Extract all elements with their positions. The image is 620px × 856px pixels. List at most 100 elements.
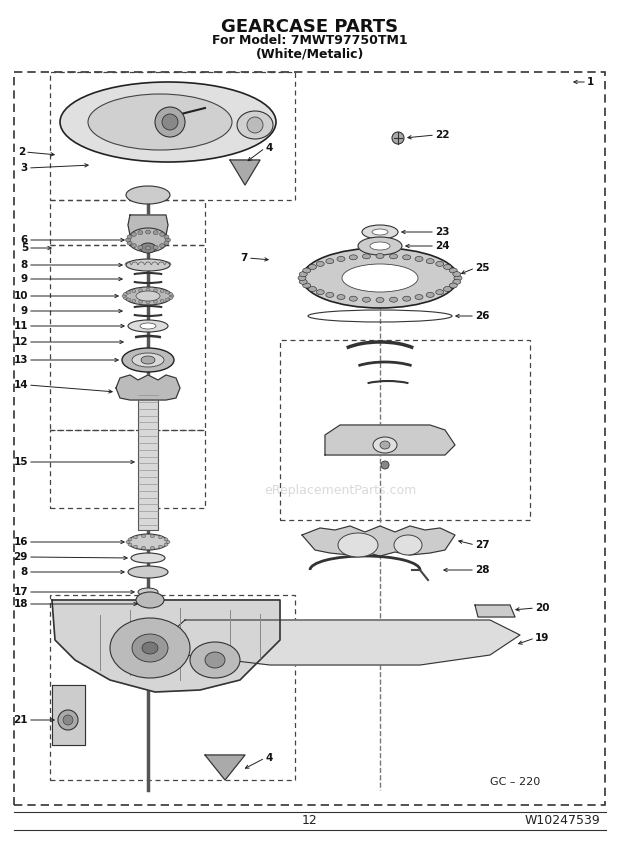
Ellipse shape (415, 257, 423, 261)
Bar (50, 245, 205, 430)
Ellipse shape (127, 241, 132, 245)
Ellipse shape (326, 259, 334, 264)
Ellipse shape (146, 230, 151, 234)
Text: 23: 23 (435, 227, 449, 237)
Bar (138, 385, 158, 530)
Ellipse shape (436, 289, 444, 294)
Text: 3: 3 (20, 163, 28, 173)
Bar (50, 430, 205, 508)
Ellipse shape (426, 293, 434, 297)
Ellipse shape (110, 618, 190, 678)
Ellipse shape (159, 545, 162, 548)
Ellipse shape (169, 296, 173, 300)
Text: 9: 9 (21, 306, 28, 316)
Ellipse shape (141, 601, 155, 607)
Ellipse shape (131, 232, 136, 236)
Text: 1: 1 (587, 77, 594, 87)
Ellipse shape (338, 533, 378, 557)
Ellipse shape (128, 543, 132, 546)
Ellipse shape (415, 294, 423, 300)
Ellipse shape (60, 82, 276, 162)
Ellipse shape (126, 298, 131, 301)
Ellipse shape (146, 300, 150, 304)
Ellipse shape (394, 535, 422, 555)
Ellipse shape (132, 634, 168, 662)
Ellipse shape (58, 710, 78, 730)
Ellipse shape (138, 246, 143, 249)
Ellipse shape (153, 246, 158, 249)
Ellipse shape (349, 255, 357, 260)
Ellipse shape (127, 235, 132, 239)
Ellipse shape (88, 94, 232, 150)
Text: For Model: 7MWT97750TM1: For Model: 7MWT97750TM1 (212, 34, 408, 47)
Ellipse shape (159, 244, 165, 247)
Ellipse shape (136, 592, 164, 608)
Text: 10: 10 (14, 291, 28, 301)
Ellipse shape (151, 535, 154, 538)
Ellipse shape (128, 320, 168, 332)
Polygon shape (165, 620, 520, 665)
Ellipse shape (162, 114, 178, 130)
Ellipse shape (299, 271, 307, 276)
Ellipse shape (131, 553, 165, 563)
Ellipse shape (337, 257, 345, 261)
Polygon shape (230, 160, 260, 185)
Text: 8: 8 (20, 260, 28, 270)
Ellipse shape (153, 230, 158, 235)
Text: GC – 220: GC – 220 (490, 777, 540, 787)
Polygon shape (128, 215, 168, 235)
Ellipse shape (123, 293, 127, 295)
Ellipse shape (303, 268, 311, 273)
Ellipse shape (133, 536, 138, 538)
Polygon shape (205, 755, 245, 780)
Text: 25: 25 (475, 263, 490, 273)
Text: 20: 20 (535, 603, 549, 613)
Ellipse shape (166, 291, 169, 294)
Ellipse shape (166, 540, 170, 544)
Ellipse shape (358, 237, 402, 255)
Ellipse shape (326, 293, 334, 297)
Ellipse shape (363, 254, 371, 259)
Ellipse shape (160, 289, 164, 293)
Text: 5: 5 (20, 243, 28, 253)
Ellipse shape (389, 297, 397, 302)
Ellipse shape (139, 288, 143, 292)
Text: 18: 18 (14, 599, 28, 609)
Ellipse shape (128, 228, 168, 252)
Ellipse shape (63, 715, 73, 725)
Ellipse shape (316, 261, 324, 266)
Text: 22: 22 (435, 130, 449, 140)
Ellipse shape (126, 291, 131, 294)
Ellipse shape (453, 279, 461, 284)
Text: 19: 19 (535, 633, 549, 643)
Polygon shape (116, 375, 180, 400)
Ellipse shape (337, 294, 345, 300)
Ellipse shape (380, 441, 390, 449)
Text: 17: 17 (14, 587, 28, 597)
Text: 13: 13 (14, 355, 28, 365)
Bar (14, 72, 605, 805)
Ellipse shape (128, 534, 168, 550)
Ellipse shape (450, 283, 458, 288)
Text: 21: 21 (14, 715, 28, 725)
Ellipse shape (205, 652, 225, 668)
Ellipse shape (170, 294, 174, 298)
Ellipse shape (303, 283, 311, 288)
Ellipse shape (159, 536, 162, 538)
Text: 26: 26 (475, 311, 490, 321)
Ellipse shape (151, 546, 154, 550)
Ellipse shape (153, 288, 157, 292)
Ellipse shape (402, 255, 410, 260)
Text: 12: 12 (14, 337, 28, 347)
Ellipse shape (426, 259, 434, 264)
Ellipse shape (373, 437, 397, 453)
Ellipse shape (454, 276, 462, 281)
Ellipse shape (169, 293, 173, 295)
Ellipse shape (443, 265, 451, 270)
Ellipse shape (298, 276, 306, 281)
Ellipse shape (376, 253, 384, 259)
Text: GEARCASE PARTS: GEARCASE PARTS (221, 18, 399, 36)
Bar (50, 595, 295, 780)
Ellipse shape (138, 588, 158, 596)
Text: W10247539: W10247539 (525, 815, 600, 828)
